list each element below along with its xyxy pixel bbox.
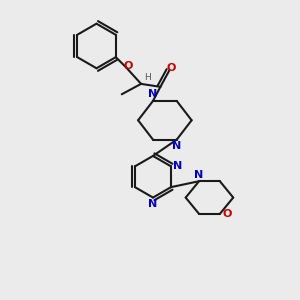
Text: N: N bbox=[148, 199, 158, 209]
Text: N: N bbox=[172, 141, 182, 151]
Text: O: O bbox=[123, 61, 132, 71]
Text: N: N bbox=[148, 89, 158, 99]
Text: O: O bbox=[223, 209, 232, 219]
Text: N: N bbox=[173, 161, 182, 171]
Text: H: H bbox=[144, 73, 151, 82]
Text: N: N bbox=[194, 170, 203, 180]
Text: O: O bbox=[166, 62, 176, 73]
